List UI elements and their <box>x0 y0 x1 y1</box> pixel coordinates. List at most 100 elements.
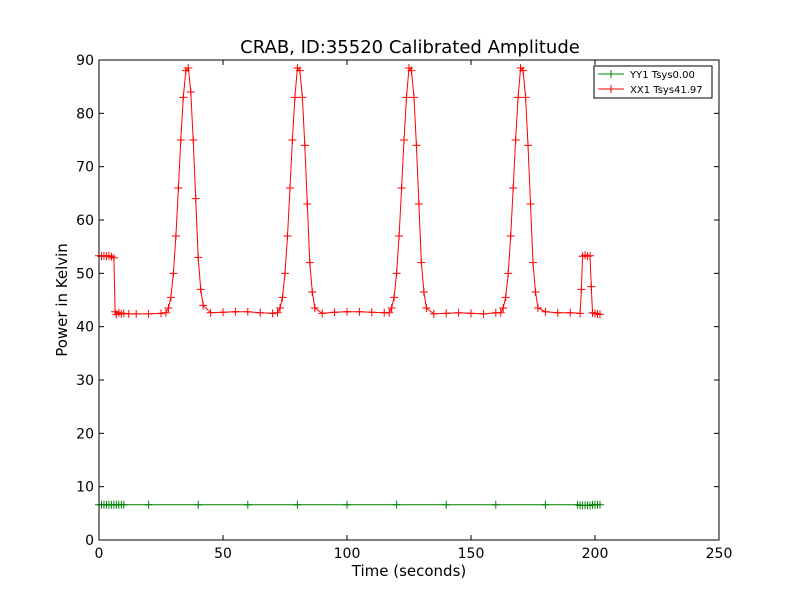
data-point <box>533 304 542 312</box>
y-tick-label: 70 <box>76 160 94 176</box>
y-tick-label: 20 <box>76 426 94 442</box>
data-point <box>276 304 285 312</box>
x-tick-label: 250 <box>706 546 733 562</box>
data-point <box>166 293 175 302</box>
y-axis-label: Power in Kelvin <box>53 243 71 357</box>
data-point <box>164 304 173 312</box>
data-point <box>422 304 431 312</box>
data-point <box>367 308 376 317</box>
data-point <box>526 200 535 208</box>
x-tick-label: 100 <box>334 546 361 562</box>
legend-label-xx1: XX1 Tsys41.97 <box>630 85 703 96</box>
data-point <box>300 141 309 150</box>
y-tick-label: 40 <box>76 320 94 336</box>
data-point <box>189 136 198 144</box>
data-point <box>283 232 292 240</box>
data-point <box>454 308 463 317</box>
y-tick-label: 60 <box>76 213 94 229</box>
data-point <box>298 93 307 102</box>
data-point <box>587 282 596 291</box>
data-point <box>390 293 399 302</box>
data-point <box>566 308 575 317</box>
data-point <box>506 232 515 240</box>
data-point <box>407 66 416 75</box>
y-tick-label: 80 <box>76 106 94 122</box>
data-point <box>303 200 312 208</box>
axis-ticks: 0 50 100 150 200 250 0 10 20 30 40 50 60 70 80 90 <box>76 53 732 562</box>
data-point <box>595 310 604 319</box>
data-point <box>243 500 252 509</box>
data-point <box>132 309 141 318</box>
data-point <box>514 93 523 102</box>
data-point <box>409 93 418 102</box>
x-axis-label: Time (seconds) <box>351 562 467 580</box>
data-point <box>504 269 513 278</box>
data-point <box>479 309 488 318</box>
data-point <box>191 194 200 203</box>
data-point <box>144 309 153 318</box>
data-point <box>174 184 183 192</box>
data-point <box>385 308 394 317</box>
data-point <box>243 307 252 316</box>
data-point <box>330 308 339 317</box>
data-point <box>184 64 193 72</box>
data-point <box>501 293 510 302</box>
data-point <box>402 93 411 102</box>
data-point <box>496 308 505 317</box>
data-point <box>586 251 595 260</box>
data-point <box>308 288 317 296</box>
data-point <box>491 500 500 509</box>
data-point <box>256 308 265 317</box>
data-point <box>305 258 314 267</box>
data-point <box>412 141 421 150</box>
data-point <box>295 66 304 75</box>
data-point <box>273 308 282 317</box>
data-point <box>392 500 401 509</box>
data-point <box>199 301 208 310</box>
data-point <box>395 232 404 240</box>
data-point <box>109 253 118 262</box>
series-markers-0 <box>95 500 604 510</box>
data-point <box>467 309 475 318</box>
data-point <box>144 500 153 509</box>
data-point <box>171 232 180 240</box>
data-point <box>231 307 240 316</box>
data-point <box>290 93 299 102</box>
data-point <box>400 136 409 144</box>
chart-title: CRAB, ID:35520 Calibrated Amplitude <box>240 37 580 58</box>
data-point <box>442 500 451 509</box>
x-tick-label: 200 <box>582 546 609 562</box>
data-point <box>124 309 133 318</box>
data-point <box>119 309 128 318</box>
data-point <box>219 308 227 317</box>
data-point <box>318 309 327 318</box>
data-point <box>293 500 302 509</box>
data-point <box>519 66 528 75</box>
data-point <box>285 184 294 192</box>
data-point <box>595 500 604 509</box>
data-point <box>511 136 520 144</box>
x-tick-label: 0 <box>95 546 104 562</box>
data-point <box>392 269 401 278</box>
data-point <box>387 304 396 312</box>
legend-marker-yy1 <box>607 70 615 78</box>
data-point <box>278 293 287 302</box>
data-point <box>531 288 540 296</box>
data-point <box>529 258 537 267</box>
data-point <box>119 500 128 509</box>
data-point <box>310 304 319 312</box>
data-point <box>577 285 586 294</box>
data-point <box>429 309 438 318</box>
data-point <box>553 308 562 317</box>
legend-box <box>593 65 713 99</box>
x-tick-label: 50 <box>214 546 232 562</box>
series-line-1 <box>98 66 601 316</box>
data-point <box>176 136 185 144</box>
plot-frame <box>98 59 720 541</box>
y-tick-label: 30 <box>76 373 94 389</box>
legend-marker-xx1 <box>607 85 615 93</box>
data-point <box>524 141 533 150</box>
data-point <box>541 500 550 509</box>
plot-area <box>99 60 719 540</box>
